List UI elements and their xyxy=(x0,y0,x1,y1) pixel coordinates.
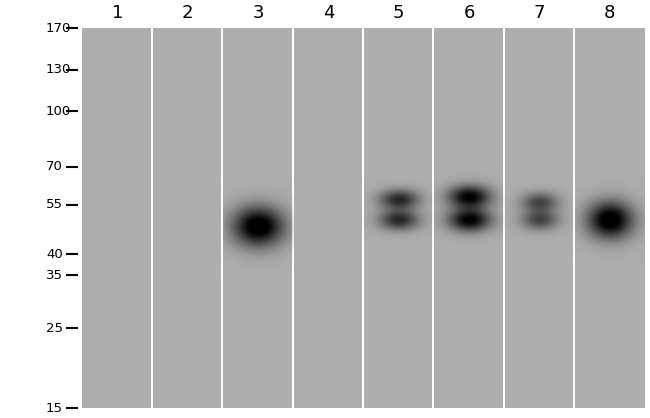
Text: 3: 3 xyxy=(252,4,264,22)
Text: 100: 100 xyxy=(46,104,72,117)
Text: 25: 25 xyxy=(46,321,63,334)
Text: 6: 6 xyxy=(463,4,474,22)
Text: 15: 15 xyxy=(46,402,63,415)
Text: 8: 8 xyxy=(604,4,616,22)
Text: 5: 5 xyxy=(393,4,404,22)
Text: 40: 40 xyxy=(46,248,63,261)
Text: 70: 70 xyxy=(46,161,63,173)
Text: 130: 130 xyxy=(46,64,72,76)
Text: 170: 170 xyxy=(46,21,72,35)
Text: 55: 55 xyxy=(46,198,63,211)
Text: 35: 35 xyxy=(46,269,63,282)
Text: 2: 2 xyxy=(182,4,193,22)
Text: 1: 1 xyxy=(112,4,123,22)
Text: 7: 7 xyxy=(534,4,545,22)
Text: 4: 4 xyxy=(322,4,334,22)
